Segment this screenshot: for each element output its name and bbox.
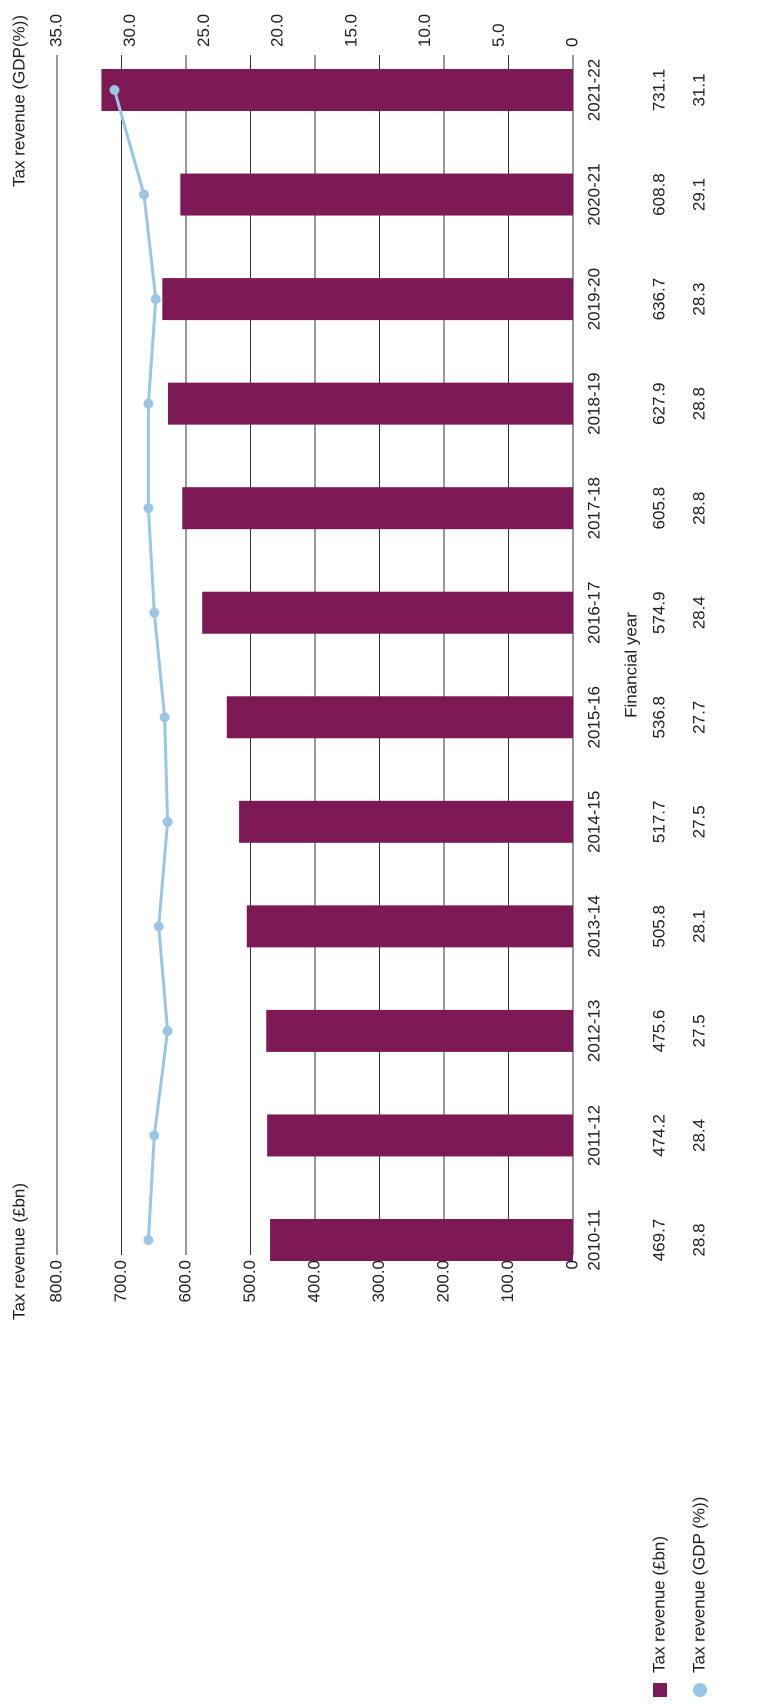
table-value: 574.9 <box>649 591 668 634</box>
y2-tick-label: 20.0 <box>268 14 287 47</box>
y2-tick-label: 0 <box>562 38 581 47</box>
legend-marker <box>653 1683 667 1697</box>
bar <box>226 696 573 739</box>
x-tick-label: 2013-14 <box>584 895 603 957</box>
line-point <box>162 1025 173 1036</box>
table-value: 28.8 <box>689 492 708 525</box>
line-point <box>143 503 154 514</box>
y-tick-label: 600.0 <box>175 1260 194 1303</box>
table-value: 605.8 <box>649 487 668 530</box>
table-value: 627.9 <box>649 382 668 425</box>
line-point <box>138 189 149 200</box>
y-tick-label: 800.0 <box>46 1260 65 1303</box>
table-value: 27.5 <box>689 805 708 838</box>
rotated-chart: Tax revenue (£bn) Tax revenue (GDP(%)) F… <box>9 14 708 1697</box>
line-point <box>159 712 170 723</box>
y-tick-label: 700.0 <box>111 1260 130 1303</box>
bar <box>267 1114 573 1157</box>
table-value: 28.4 <box>689 596 708 629</box>
x-tick-label: 2014-15 <box>584 791 603 853</box>
x-tick-label: 2016-17 <box>584 582 603 644</box>
line <box>113 89 170 1241</box>
table-value: 731.1 <box>649 69 668 112</box>
y2-axis-label: Tax revenue (GDP(%)) <box>9 15 28 187</box>
bar <box>270 1219 573 1261</box>
line-point <box>162 816 173 827</box>
table-value: 28.8 <box>689 1223 708 1256</box>
bar <box>246 905 573 948</box>
y2-tick-label: 5.0 <box>489 23 508 47</box>
y-tick-label: 500.0 <box>240 1260 259 1303</box>
table-value: 27.7 <box>689 701 708 734</box>
table-value: 469.7 <box>649 1219 668 1262</box>
line-point <box>149 1130 160 1141</box>
y-tick-label: 400.0 <box>304 1260 323 1303</box>
table-value: 474.2 <box>649 1114 668 1157</box>
y2-tick-label: 25.0 <box>194 14 213 47</box>
line-point <box>149 607 160 618</box>
y-axis-label: Tax revenue (£bn) <box>9 1183 28 1320</box>
x-tick-label: 2015-16 <box>584 686 603 748</box>
table-value: 31.1 <box>689 73 708 106</box>
legend-marker <box>693 1683 707 1697</box>
line-point <box>143 1235 154 1245</box>
line-point <box>153 921 164 932</box>
table-value: 28.8 <box>689 387 708 420</box>
bar <box>168 382 574 425</box>
y2-tick-label: 10.0 <box>415 14 434 47</box>
x-tick-label: 2012-13 <box>584 1000 603 1062</box>
legend-label: Tax revenue (GDP (%)) <box>689 1497 708 1673</box>
table-value: 505.8 <box>649 905 668 948</box>
x-tick-label: 2018-19 <box>584 372 603 434</box>
x-tick-label: 2020-21 <box>584 163 603 225</box>
x-axis-label: Financial year <box>621 612 640 718</box>
table-value: 27.5 <box>689 1014 708 1047</box>
y-tick-label: 300.0 <box>369 1260 388 1303</box>
table-value: 28.3 <box>689 283 708 316</box>
bar <box>202 591 573 634</box>
line-point <box>109 85 120 95</box>
y-tick-label: 100.0 <box>498 1260 517 1303</box>
bar <box>239 800 573 843</box>
table-value: 608.8 <box>649 173 668 216</box>
line-point <box>150 294 161 305</box>
x-tick-label: 2010-11 <box>584 1209 603 1270</box>
y-tick-label: 0 <box>562 1260 581 1269</box>
bar <box>162 278 574 321</box>
y-tick-label: 200.0 <box>433 1260 452 1303</box>
bar <box>182 487 573 530</box>
x-tick-label: 2017-18 <box>584 477 603 539</box>
y2-tick-label: 35.0 <box>46 14 65 47</box>
table-value: 536.8 <box>649 696 668 739</box>
y2-tick-label: 30.0 <box>120 14 139 47</box>
table-value: 475.6 <box>649 1010 668 1053</box>
table-value: 636.7 <box>649 278 668 321</box>
bar <box>101 69 574 111</box>
x-tick-label: 2011-12 <box>584 1105 603 1166</box>
line-point <box>143 398 154 409</box>
table-value: 28.4 <box>689 1119 708 1152</box>
bar <box>266 1009 573 1052</box>
x-tick-label: 2021-22 <box>584 59 603 121</box>
legend-label: Tax revenue (£bn) <box>649 1536 668 1673</box>
table-value: 517.7 <box>649 801 668 844</box>
table-value: 28.1 <box>689 910 708 943</box>
x-tick-label: 2019-20 <box>584 268 603 330</box>
y2-tick-label: 15.0 <box>341 14 360 47</box>
table-value: 29.1 <box>689 178 708 211</box>
bar <box>180 173 573 216</box>
